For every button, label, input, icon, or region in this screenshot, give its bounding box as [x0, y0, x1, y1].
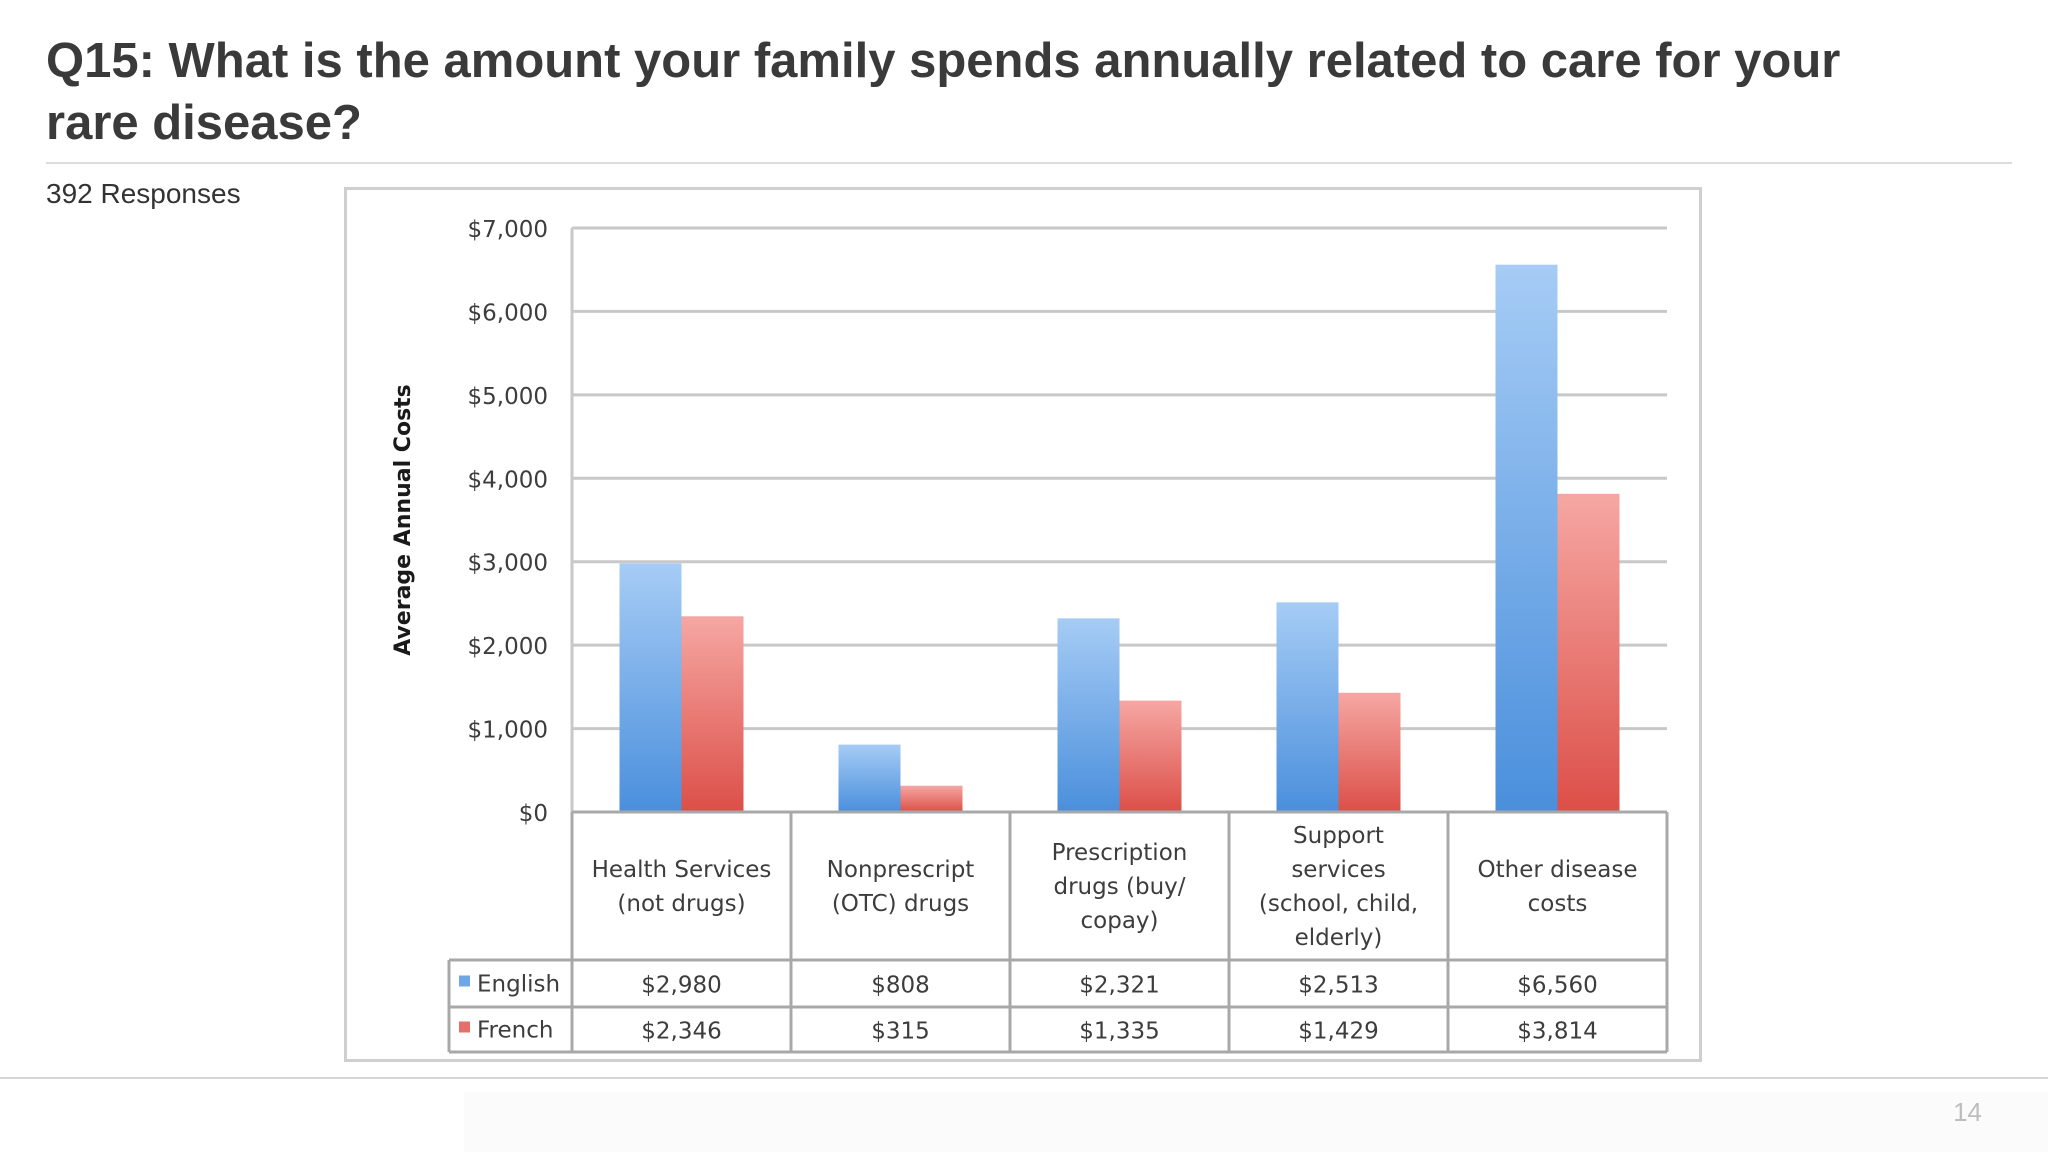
bar-french — [1338, 692, 1401, 812]
category-label: Other disease costs — [1478, 857, 1638, 917]
legend-swatch-english — [459, 975, 470, 987]
slide-title: Q15: What is the amount your family spen… — [46, 34, 1841, 150]
y-tick-label: $6,000 — [468, 300, 548, 326]
axes: $0 $1,000 $2,000 $3,000 $4,000 $5,000 $6,000 $7… — [391, 217, 574, 827]
y-tick-label: $5,000 — [468, 384, 548, 410]
data-label: $2,346 — [641, 1019, 721, 1045]
y-tick-label: $4,000 — [468, 467, 548, 493]
data-label: $808 — [871, 973, 930, 999]
bar-french — [900, 785, 963, 812]
bar-chart: $0 $1,000 $2,000 $3,000 $4,000 $5,000 $6,000 $7… — [391, 217, 1669, 1054]
footer-divider — [0, 1077, 2048, 1079]
title-divider — [46, 162, 2012, 164]
bar-english — [1057, 618, 1120, 812]
data-label: $315 — [871, 1019, 930, 1045]
data-label: $1,335 — [1079, 1019, 1159, 1045]
bar-french — [681, 616, 744, 812]
y-tick-label: $2,000 — [468, 634, 548, 660]
y-tick-label: $0 — [519, 801, 548, 827]
y-tick-label: $1,000 — [468, 718, 548, 744]
category-label: Health Services (not drugs) — [592, 857, 772, 917]
bar-english — [838, 744, 901, 812]
chart-frame: $0 $1,000 $2,000 $3,000 $4,000 $5,000 $6,000 $7… — [344, 187, 1702, 1062]
category-label: Support services (school, child, elderly) — [1259, 823, 1418, 951]
data-table: Health Services (not drugs) Nonprescript (O… — [447, 810, 1669, 1054]
bar-french — [1119, 700, 1182, 812]
legend-label-english: English — [477, 972, 560, 998]
data-label: $6,560 — [1517, 973, 1597, 999]
data-label: $1,429 — [1298, 1019, 1378, 1045]
category-label: Nonprescript (OTC) drugs — [827, 857, 975, 917]
legend-swatch-french — [459, 1021, 470, 1033]
data-label: $2,321 — [1079, 973, 1159, 999]
bar-french — [1557, 493, 1620, 812]
y-tick-label: $3,000 — [468, 551, 548, 577]
bar-english — [1495, 264, 1558, 812]
page-number: 14 — [1953, 1097, 1982, 1127]
category-label: Prescription drugs (buy/copay) — [1052, 840, 1188, 934]
bar-english — [619, 563, 682, 812]
data-label: $2,513 — [1298, 973, 1378, 999]
data-label: $2,980 — [641, 973, 721, 999]
data-label: $3,814 — [1517, 1019, 1597, 1045]
y-axis-title: Average Annual Costs — [391, 384, 416, 656]
bars — [619, 264, 1620, 812]
bar-english — [1276, 602, 1339, 812]
response-count: 392 Responses — [46, 178, 241, 209]
footer-band — [464, 1092, 2048, 1152]
legend-label-french: French — [477, 1018, 553, 1044]
y-tick-label: $7,000 — [468, 217, 548, 243]
